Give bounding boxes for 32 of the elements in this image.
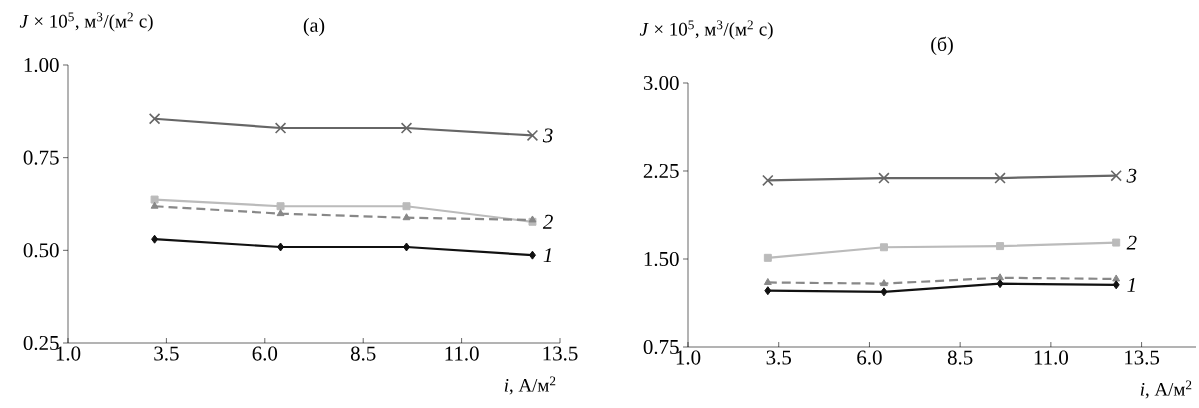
y-tick-label: 0.25 xyxy=(23,335,59,351)
series-label: 1 xyxy=(1127,277,1135,292)
series-label: 1 xyxy=(543,248,552,263)
y-tick-label: 0.50 xyxy=(23,243,59,258)
x-tick-label: 11.0 xyxy=(1034,350,1068,365)
x-tick-label: 13.5 xyxy=(543,346,578,361)
series-label: 2 xyxy=(542,214,553,229)
series-label: 3 xyxy=(1126,168,1137,183)
y-axis-title: J × 10$^{5}$, м$^{3}$/(м$^{2}$ с) xyxy=(639,20,773,40)
x-tick-label: 6.0 xyxy=(252,346,278,361)
x-tick-label: 13.5 xyxy=(1125,350,1160,365)
x-axis-title: i, А/м$^{2}$ xyxy=(1140,380,1192,399)
x-tick-label: 3.5 xyxy=(766,350,791,365)
y-tick-label: 0.75 xyxy=(643,339,679,355)
chart-title: (a) xyxy=(303,17,325,37)
series-label: 3 xyxy=(542,128,553,143)
x-axis-title: i, А/м$^{2}$ xyxy=(504,376,556,395)
x-tick-label: 8.5 xyxy=(350,346,376,361)
x-tick-label: 6.0 xyxy=(857,350,882,365)
y-tick-label: 0.75 xyxy=(23,150,59,165)
x-tick-label: 3.5 xyxy=(154,346,179,361)
y-tick-label: 1.00 xyxy=(24,57,59,73)
x-tick-label: 11.0 xyxy=(445,346,479,361)
y-axis-title: J × 10$^{5}$, м$^{3}$/(м$^{2}$ с) xyxy=(19,12,153,32)
series-label: 2 xyxy=(1126,235,1137,250)
x-tick-label: 8.5 xyxy=(947,350,973,365)
x-tick-label: 1.0 xyxy=(676,350,701,365)
y-tick-label: 1.50 xyxy=(644,251,679,267)
y-tick-label: 3.00 xyxy=(643,75,679,91)
x-tick-label: 1.0 xyxy=(56,346,81,361)
chart-title: (б) xyxy=(931,36,953,56)
y-tick-label: 2.25 xyxy=(643,163,679,179)
